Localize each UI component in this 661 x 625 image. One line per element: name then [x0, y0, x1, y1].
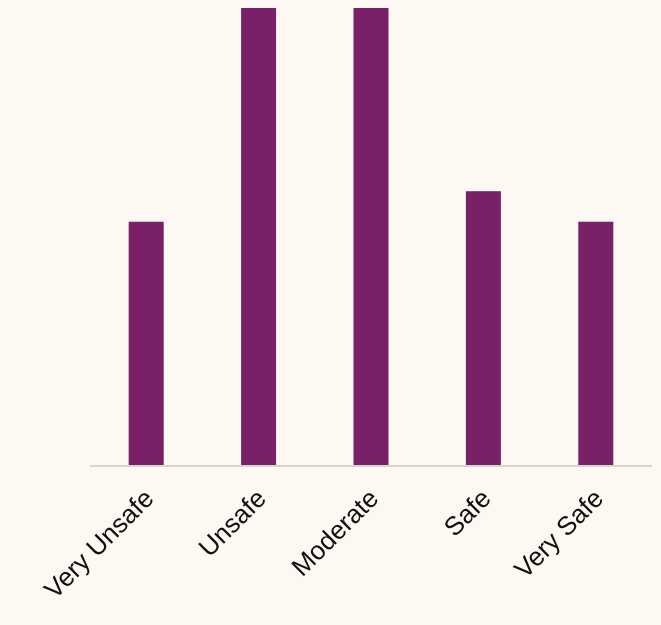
bar-very-safe: [578, 221, 614, 466]
x-tick-label-very-safe: Very Safe: [508, 483, 609, 584]
bars-group: [128, 8, 614, 466]
x-tick-labels: Very Unsafe Unsafe Moderate Safe Very Safe: [38, 483, 609, 604]
bar-unsafe: [241, 8, 277, 466]
x-tick-label-unsafe: Unsafe: [192, 483, 271, 562]
bar-moderate: [353, 8, 389, 466]
x-tick-label-very-unsafe: Very Unsafe: [38, 483, 159, 604]
x-tick-label-safe: Safe: [438, 483, 497, 542]
bar-very-unsafe: [128, 221, 164, 466]
bar-safe: [465, 191, 501, 466]
x-tick-label-moderate: Moderate: [285, 483, 384, 582]
